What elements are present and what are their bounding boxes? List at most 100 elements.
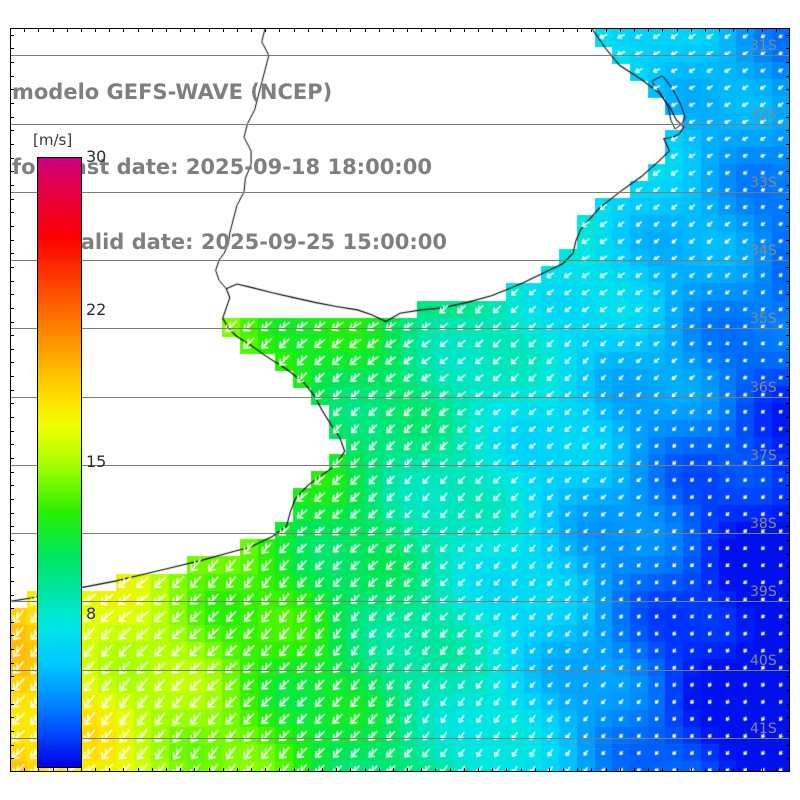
axis-tick xyxy=(786,717,790,719)
axis-tick xyxy=(786,198,790,200)
axis-tick xyxy=(10,635,14,637)
axis-tick xyxy=(38,28,40,32)
axis-tick xyxy=(251,768,253,772)
axis-tick xyxy=(786,225,790,227)
lat-label: 35S xyxy=(750,311,777,328)
axis-tick xyxy=(786,321,790,323)
axis-tick xyxy=(421,28,423,32)
axis-tick xyxy=(435,768,437,772)
axis-tick xyxy=(786,649,790,651)
axis-tick xyxy=(322,768,323,772)
axis-tick xyxy=(786,621,790,623)
axis-tick xyxy=(137,768,139,772)
title-valid-date: valid date: 2025-09-25 15:00:00 xyxy=(67,230,447,254)
axis-tick xyxy=(251,28,253,32)
axis-tick xyxy=(392,28,394,32)
axis-tick xyxy=(786,403,790,405)
axis-tick xyxy=(10,417,14,419)
axis-tick xyxy=(719,768,721,772)
axis-tick xyxy=(378,768,380,772)
axis-tick xyxy=(10,526,14,528)
axis-tick xyxy=(786,253,790,255)
axis-tick xyxy=(307,28,309,32)
axis-tick xyxy=(10,280,14,282)
axis-tick xyxy=(10,567,14,569)
colorbar-tick-15: 15 xyxy=(86,452,107,471)
axis-tick xyxy=(619,768,621,772)
axis-tick xyxy=(10,690,14,692)
axis-tick xyxy=(786,294,790,296)
grid-line-lat xyxy=(10,737,790,739)
axis-tick xyxy=(747,28,749,32)
lat-label: 40S xyxy=(750,652,777,669)
axis-tick xyxy=(786,471,790,473)
axis-tick xyxy=(786,526,790,528)
axis-tick xyxy=(222,28,224,32)
grid-line-lat xyxy=(10,328,790,330)
axis-tick xyxy=(66,768,68,772)
axis-tick xyxy=(786,212,790,214)
axis-tick xyxy=(775,768,777,772)
axis-tick xyxy=(605,768,607,772)
axis-tick xyxy=(786,75,790,77)
axis-tick xyxy=(66,28,68,32)
axis-tick xyxy=(10,48,14,50)
title-model: modelo GEFS-WAVE (NCEP) xyxy=(12,80,333,104)
axis-tick xyxy=(786,171,790,173)
axis-tick xyxy=(151,28,153,32)
axis-tick xyxy=(279,28,281,32)
axis-tick xyxy=(619,28,621,32)
axis-tick xyxy=(786,266,790,268)
axis-tick xyxy=(690,28,692,32)
axis-tick xyxy=(786,444,790,446)
grid-line-lat xyxy=(10,533,790,535)
axis-tick xyxy=(10,621,14,623)
colorbar-unit-label: [m/s] xyxy=(33,131,73,149)
axis-tick xyxy=(577,768,579,772)
axis-tick xyxy=(786,553,790,555)
axis-tick xyxy=(109,768,111,772)
axis-tick xyxy=(364,768,366,772)
colorbar-tick-30: 30 xyxy=(86,147,107,166)
axis-tick xyxy=(10,103,14,105)
axis-tick xyxy=(95,768,97,772)
axis-tick xyxy=(10,758,14,760)
axis-tick xyxy=(786,62,790,64)
axis-tick xyxy=(786,676,790,678)
axis-tick xyxy=(10,75,14,77)
axis-tick xyxy=(109,28,111,32)
axis-tick xyxy=(10,471,14,473)
axis-tick xyxy=(662,28,664,32)
axis-tick xyxy=(563,28,565,32)
axis-tick xyxy=(605,28,607,32)
axis-tick xyxy=(463,768,465,772)
axis-tick xyxy=(10,348,14,350)
axis-tick xyxy=(786,567,790,569)
axis-tick xyxy=(733,28,735,32)
axis-tick xyxy=(786,690,790,692)
axis-tick xyxy=(786,594,790,596)
axis-tick xyxy=(10,608,14,610)
title-forecast-date: forecast date: 2025-09-18 18:00:00 xyxy=(12,155,432,179)
axis-tick xyxy=(786,89,790,91)
lat-label: 32S xyxy=(750,106,777,123)
axis-tick xyxy=(591,768,593,772)
axis-tick xyxy=(10,130,14,132)
axis-tick xyxy=(534,768,536,772)
colorbar xyxy=(37,157,82,768)
grid-line-lat xyxy=(10,464,790,466)
axis-tick xyxy=(786,539,790,541)
axis-tick xyxy=(534,28,536,32)
axis-tick xyxy=(548,768,550,772)
axis-tick xyxy=(10,321,14,323)
grid-line-lat xyxy=(10,601,790,603)
axis-tick xyxy=(786,703,790,705)
axis-tick xyxy=(786,362,790,364)
lat-label: 41S xyxy=(750,720,777,737)
axis-tick xyxy=(10,649,14,651)
axis-tick xyxy=(786,130,790,132)
axis-tick xyxy=(10,62,14,64)
axis-tick xyxy=(10,731,14,733)
axis-tick xyxy=(10,253,14,255)
